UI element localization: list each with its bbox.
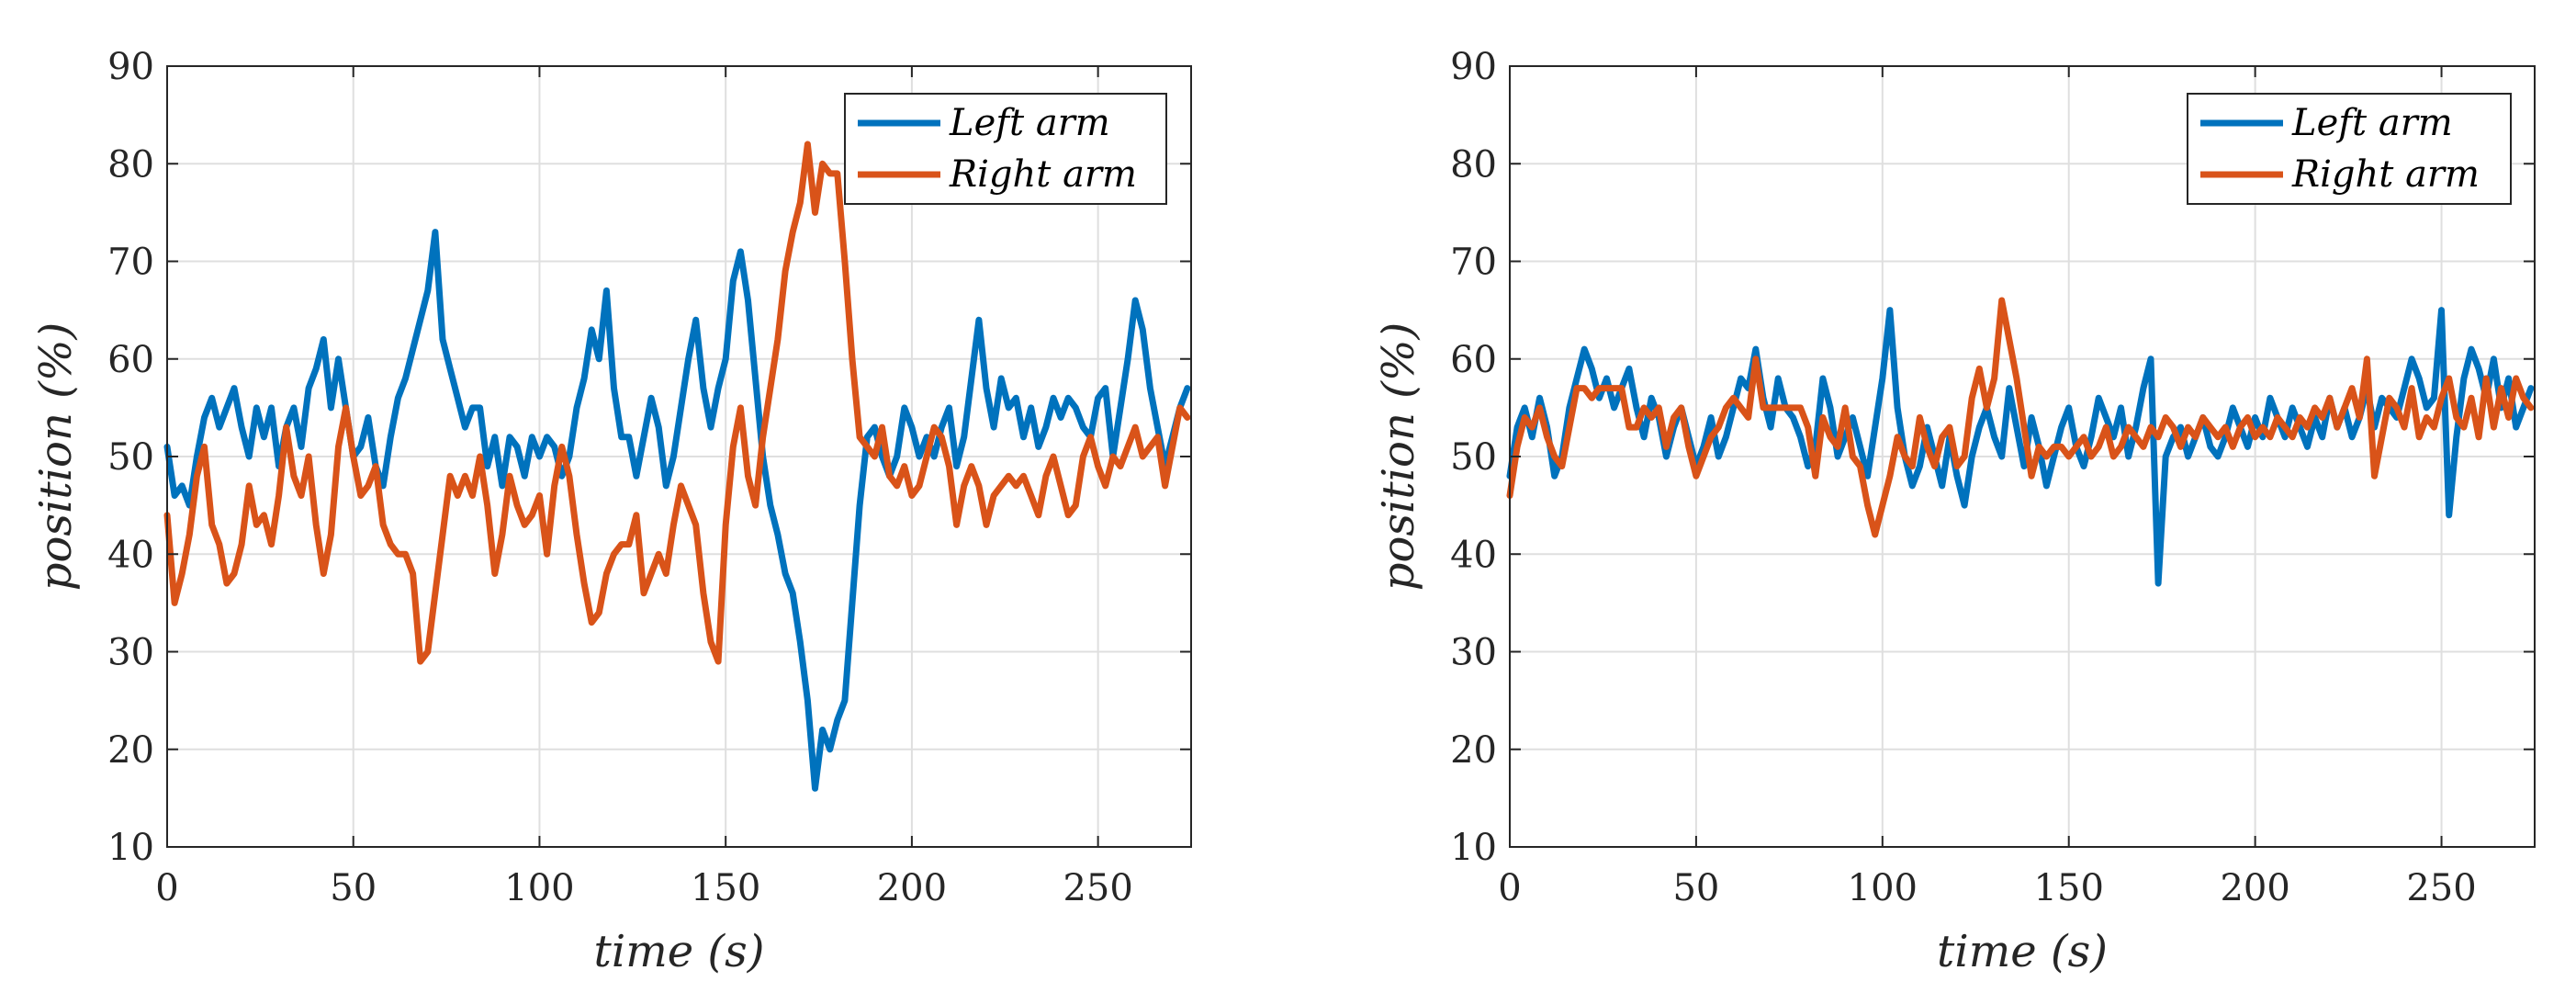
left-chart-panel: 0 50 100 150 200 250 10 20 30 40 50 60 70 80 90 time (s… [30, 46, 1192, 977]
y-tick-label: 50 [107, 436, 154, 479]
x-tick-label: 250 [1063, 867, 1132, 909]
x-tick-label: 0 [1498, 867, 1521, 909]
right-chart-panel: 0 50 100 150 200 250 10 20 30 40 50 60 70 80 90 time (s… [1373, 46, 2536, 977]
x-tick-label: 150 [691, 867, 760, 909]
series-line-right-arm [163, 141, 1191, 665]
x-tick-label: 250 [2406, 867, 2476, 909]
y-tick-label: 70 [107, 242, 154, 284]
series-line-left-arm [163, 229, 1191, 792]
y-tick-label: 10 [107, 827, 154, 869]
y-tick-label: 80 [1450, 143, 1497, 186]
y-tick-label: 60 [1450, 339, 1497, 381]
y-tick-label: 50 [1450, 436, 1497, 479]
series-line-right-arm [1506, 297, 2535, 538]
y-tick-label: 20 [107, 729, 154, 772]
y-tick-label: 60 [107, 339, 154, 381]
x-tick-label: 100 [504, 867, 574, 909]
y-tick-label: 90 [107, 46, 154, 88]
legend-label: Right arm [2291, 153, 2480, 196]
x-tick-label: 200 [2220, 867, 2289, 909]
legend-label: Right arm [949, 153, 1137, 196]
y-tick-label: 30 [107, 632, 154, 674]
legend: Left arm Right arm [844, 93, 1167, 205]
y-tick-label: 20 [1450, 729, 1497, 772]
legend: Left arm Right arm [2187, 93, 2512, 205]
y-tick-label: 10 [1450, 827, 1497, 869]
x-axis-label: time (s) [594, 926, 765, 977]
y-tick-label: 70 [1450, 242, 1497, 284]
y-axis-label: position (%) [1373, 322, 1424, 591]
y-tick-label: 30 [1450, 632, 1497, 674]
y-tick-label: 90 [1450, 46, 1497, 88]
legend-label: Left arm [2291, 102, 2453, 144]
legend-box [844, 93, 1167, 205]
y-tick-label: 80 [107, 143, 154, 186]
x-tick-label: 150 [2034, 867, 2104, 909]
x-tick-label: 0 [155, 867, 178, 909]
x-tick-label: 50 [330, 867, 377, 909]
y-tick-label: 40 [1450, 534, 1497, 576]
legend-label: Left arm [949, 102, 1110, 144]
x-tick-label: 100 [1848, 867, 1918, 909]
y-tick-label: 40 [107, 534, 154, 576]
x-axis-label: time (s) [1937, 926, 2108, 977]
x-tick-label: 50 [1672, 867, 1719, 909]
legend-box [2187, 93, 2512, 205]
y-axis-label: position (%) [30, 322, 82, 591]
x-tick-label: 200 [877, 867, 947, 909]
